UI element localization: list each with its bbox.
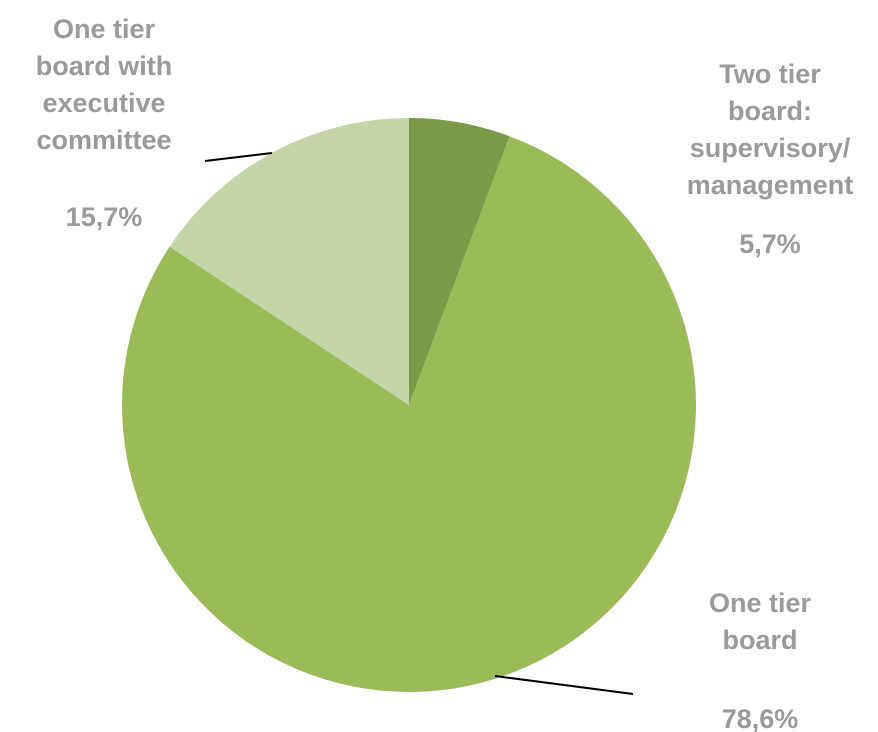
slice-label-3: One tier board with executive committee bbox=[36, 14, 173, 155]
leader-lines bbox=[204, 152, 634, 695]
slice-label-line: One tier bbox=[53, 14, 156, 44]
leader-line-2 bbox=[494, 675, 634, 695]
slice-label-line: executive bbox=[42, 88, 165, 118]
slice-label-line: committee bbox=[36, 125, 171, 155]
slice-value-label-3: 15,7% bbox=[66, 202, 143, 232]
slice-label-1: Two tier board: supervisory/management bbox=[687, 59, 854, 200]
slice-value-label-1: 5,7% bbox=[739, 229, 801, 259]
slice-label-line: Two tier bbox=[719, 59, 821, 89]
pie-slices bbox=[121, 118, 696, 692]
slice-label-line: supervisory/ bbox=[690, 133, 851, 163]
pie-slice-1 bbox=[409, 118, 510, 405]
slice-label-line: One tier bbox=[709, 588, 812, 618]
pie-slice-2 bbox=[121, 136, 696, 692]
slice-value-label-2: 78,6% bbox=[722, 704, 799, 732]
slice-label-line: board: bbox=[728, 96, 812, 126]
slice-label-line: management bbox=[687, 170, 854, 200]
slice-label-2: One tier board bbox=[709, 588, 812, 655]
leader-line-3 bbox=[204, 152, 273, 162]
slice-labels: Two tier board: supervisory/management 5,7%… bbox=[36, 14, 854, 732]
slice-label-line: board with bbox=[36, 51, 173, 81]
pie-slice-3 bbox=[169, 118, 409, 405]
slice-label-line: board bbox=[722, 625, 797, 655]
